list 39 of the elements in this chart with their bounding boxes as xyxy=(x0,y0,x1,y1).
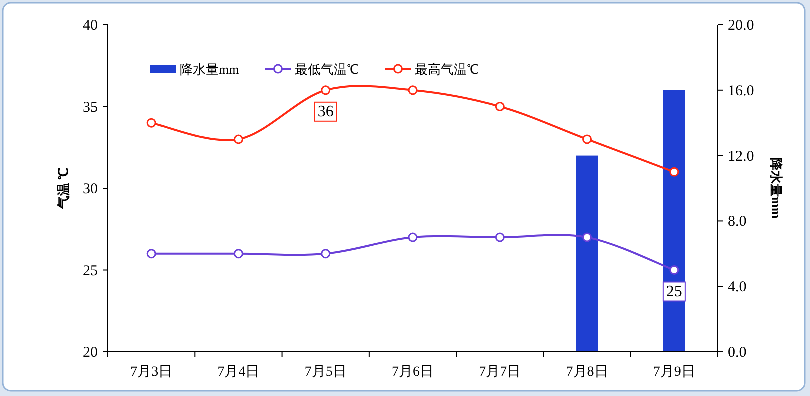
point xyxy=(321,249,331,259)
y2-tick-label: 12.0 xyxy=(728,148,754,165)
y-tick-label: 30 xyxy=(83,182,98,198)
data-label: 25 xyxy=(666,283,682,300)
y-tick-label: 20 xyxy=(83,345,98,361)
legend-label: 最高气温℃ xyxy=(415,62,480,77)
point xyxy=(408,232,418,242)
legend-label: 最低气温℃ xyxy=(295,62,360,77)
y2-tick-label: 8.0 xyxy=(728,214,747,230)
y-axis-title: 气温 ℃ xyxy=(56,168,71,210)
y2-tick-label: 16.0 xyxy=(728,83,754,100)
y2-tick-label: 0.0 xyxy=(728,345,747,361)
y2-axis-title: 降水量mm xyxy=(769,158,784,219)
legend-label: 降水量mm xyxy=(180,62,240,77)
point xyxy=(670,167,680,177)
point xyxy=(234,249,244,259)
point xyxy=(408,86,418,96)
x-tick-label: 7月7日 xyxy=(479,365,522,380)
point xyxy=(495,102,505,112)
x-tick-label: 7月4日 xyxy=(218,365,260,380)
y-tick-label: 35 xyxy=(83,100,98,116)
y-tick-label: 25 xyxy=(83,263,98,280)
x-tick-label: 7月3日 xyxy=(130,365,173,380)
y2-tick-label: 20.0 xyxy=(728,18,754,34)
x-tick-label: 7月5日 xyxy=(304,365,347,380)
point xyxy=(146,249,156,259)
y-tick-label: 40 xyxy=(83,18,98,34)
data-label: 36 xyxy=(318,103,334,120)
point xyxy=(234,134,244,144)
x-tick-label: 7月8日 xyxy=(566,365,608,380)
point xyxy=(670,266,680,275)
point xyxy=(146,118,156,128)
point xyxy=(321,86,331,96)
y2-tick-label: 4.0 xyxy=(728,280,747,296)
x-tick-label: 7月6日 xyxy=(392,365,434,380)
point xyxy=(582,134,592,144)
x-tick-label: 7月9日 xyxy=(653,365,696,380)
point xyxy=(495,232,505,242)
point xyxy=(582,232,592,242)
